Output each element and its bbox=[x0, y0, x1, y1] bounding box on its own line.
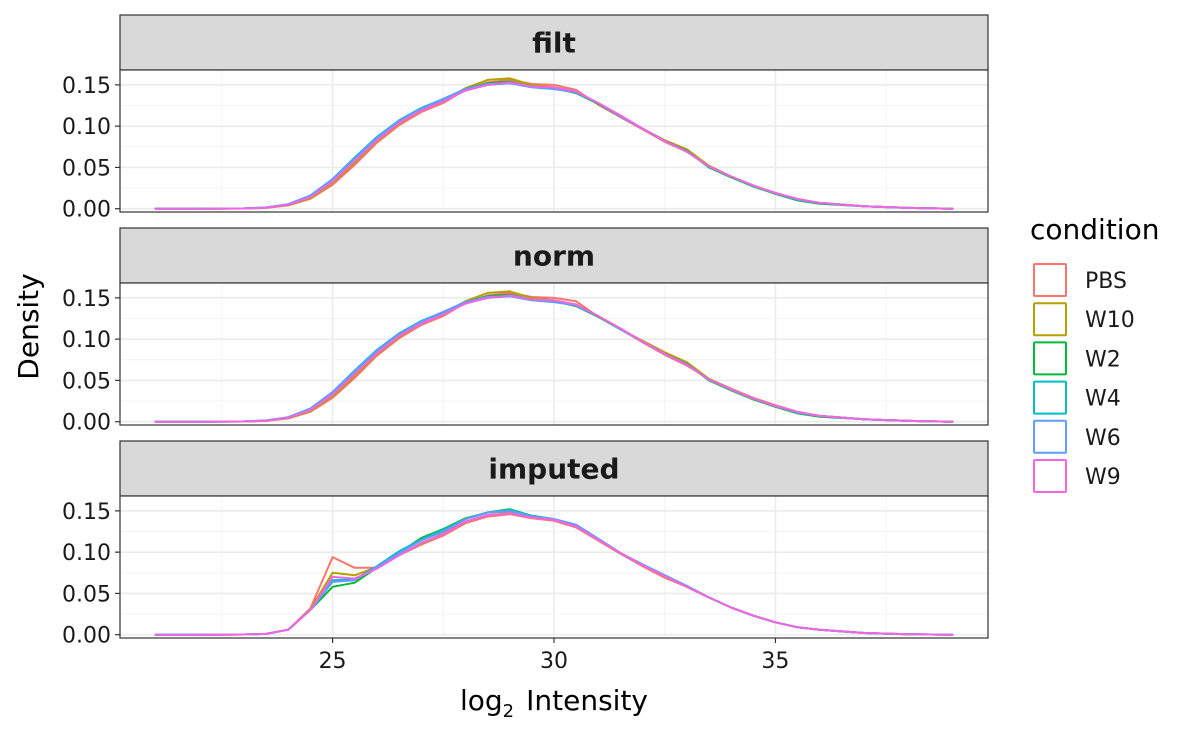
strip-label: imputed bbox=[488, 453, 619, 486]
strip-background bbox=[119, 440, 989, 497]
panel-imputed: imputed 0.00 0.05 0.10 0.15 bbox=[62, 440, 989, 649]
legend-label: W9 bbox=[1085, 465, 1121, 490]
strip-label: norm bbox=[513, 240, 595, 273]
y-tick-label: 0.15 bbox=[62, 500, 111, 525]
legend-swatch-w6 bbox=[1033, 419, 1067, 454]
legend-key bbox=[1031, 340, 1068, 377]
legend-swatch-pbs bbox=[1033, 263, 1067, 297]
legend-key bbox=[1031, 379, 1068, 416]
panel-filt: filt 0.00 0.05 0.10 0.15 bbox=[62, 14, 989, 223]
y-tick-label: 0.05 bbox=[62, 156, 111, 181]
x-tick-label: 35 bbox=[761, 649, 789, 674]
y-tick-label: 0.05 bbox=[62, 582, 111, 607]
legend-label: W6 bbox=[1085, 426, 1121, 451]
panel-norm: norm 0.00 0.05 0.10 0.15 bbox=[62, 227, 989, 436]
legend-label: PBS bbox=[1085, 269, 1127, 294]
y-axis-title: Density bbox=[12, 273, 45, 379]
legend-key bbox=[1031, 301, 1068, 338]
x-axis-title-subscript: 2 bbox=[503, 701, 514, 722]
x-tick-label: 25 bbox=[319, 649, 347, 674]
legend-key bbox=[1031, 262, 1068, 298]
y-tick-label: 0.10 bbox=[62, 328, 111, 353]
strip-label: filt bbox=[532, 27, 576, 60]
y-tick-label: 0.00 bbox=[62, 198, 111, 223]
y-tick-label: 0.10 bbox=[62, 541, 111, 566]
y-tick-label: 0.05 bbox=[62, 369, 111, 394]
density-line-w9 bbox=[154, 81, 954, 210]
x-axis-title: log2 Intensity bbox=[460, 684, 648, 722]
legend-label: W4 bbox=[1085, 387, 1121, 412]
panel-border bbox=[119, 69, 989, 213]
density-line-w9 bbox=[154, 294, 954, 423]
x-axis-title-suffix: Intensity bbox=[526, 684, 648, 717]
x-tick-label: 30 bbox=[540, 649, 568, 674]
strip-background bbox=[119, 14, 989, 71]
y-tick-label: 0.00 bbox=[62, 624, 111, 649]
y-tick-label: 0.00 bbox=[62, 411, 111, 436]
panel-border bbox=[119, 282, 989, 426]
density-line-w9 bbox=[154, 512, 954, 636]
legend-swatch-w9 bbox=[1033, 459, 1067, 493]
legend-title: condition bbox=[1030, 213, 1159, 246]
legend-label: W2 bbox=[1085, 347, 1121, 372]
strip-background bbox=[119, 227, 989, 284]
y-tick-label: 0.15 bbox=[62, 74, 111, 99]
y-tick-label: 0.15 bbox=[62, 287, 111, 312]
legend-swatch-w2 bbox=[1033, 341, 1067, 376]
legend-key bbox=[1031, 418, 1068, 455]
legend-swatch-w10 bbox=[1033, 302, 1067, 337]
legend-label: W10 bbox=[1085, 308, 1135, 333]
legend: condition PBS W10 W2 W4 W6 W9 bbox=[1030, 213, 1159, 494]
x-axis-title-prefix: log bbox=[460, 684, 503, 717]
legend-swatch-w4 bbox=[1033, 380, 1067, 415]
y-tick-label: 0.10 bbox=[62, 115, 111, 140]
legend-key bbox=[1031, 458, 1068, 494]
